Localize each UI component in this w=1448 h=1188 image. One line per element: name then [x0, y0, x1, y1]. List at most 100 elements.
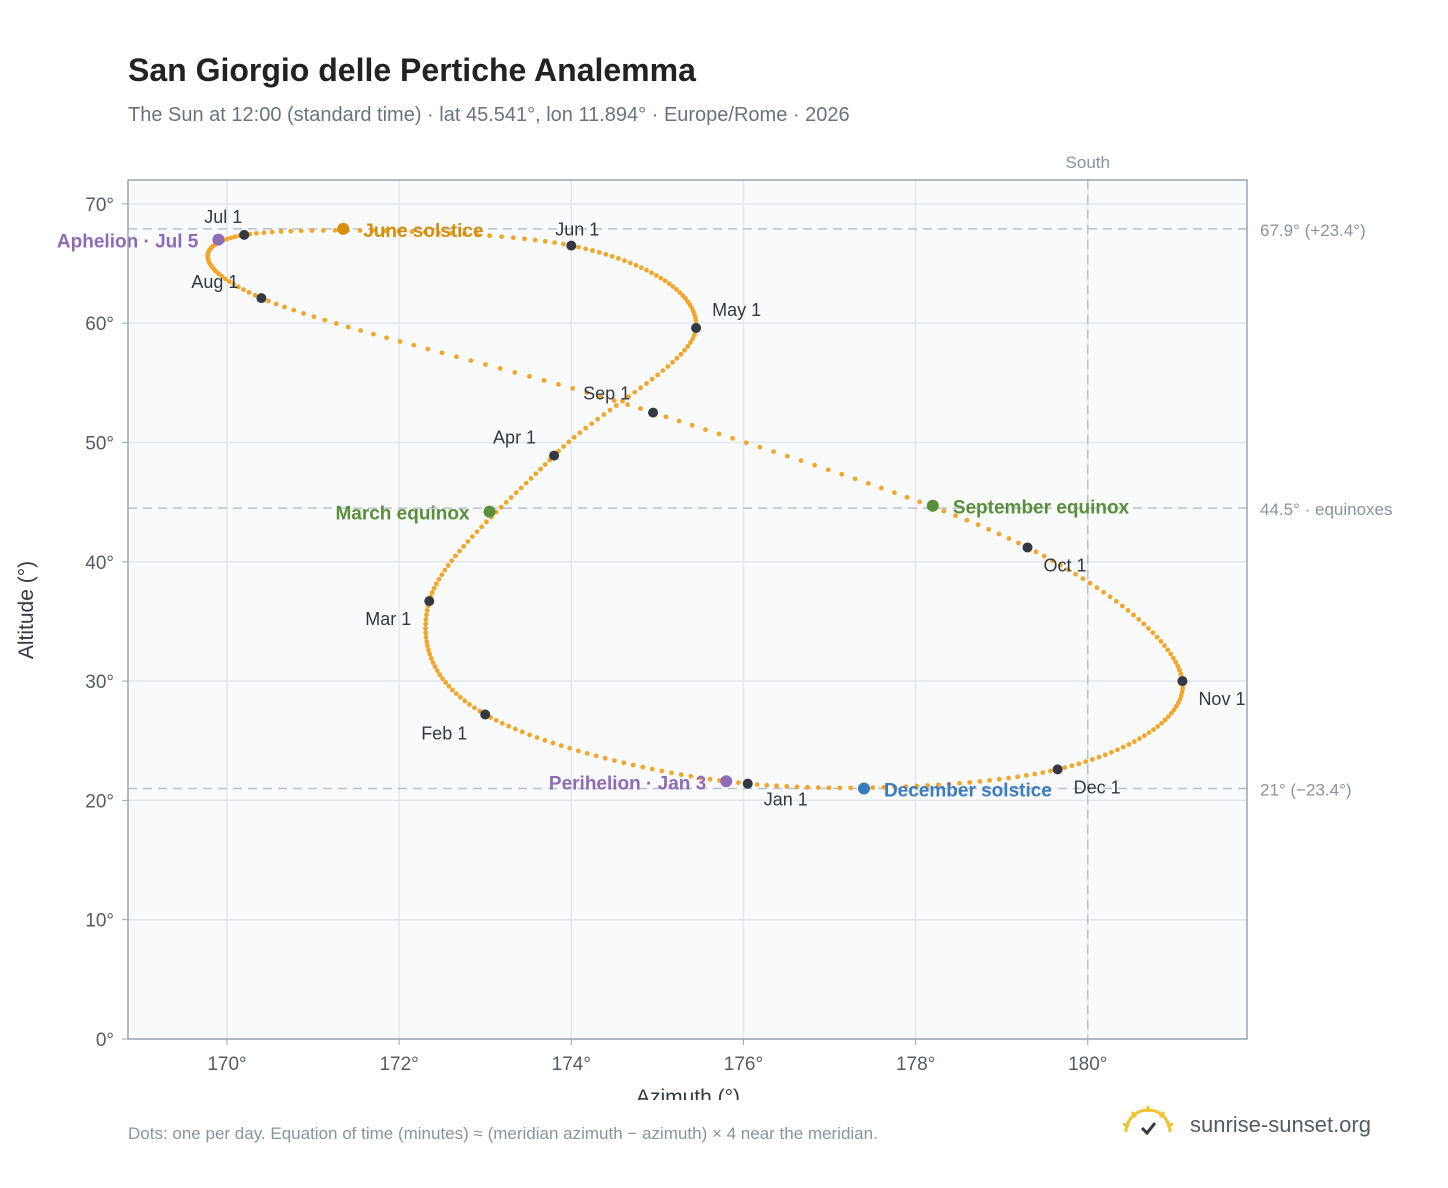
- daily-sun-dot: [254, 230, 259, 236]
- daily-sun-dot: [678, 351, 684, 357]
- daily-sun-dot: [436, 576, 442, 582]
- daily-sun-dot: [560, 241, 566, 247]
- daily-sun-dot: [273, 301, 279, 307]
- daily-sun-dot: [508, 495, 514, 500]
- daily-sun-dot: [519, 729, 525, 735]
- brand-logo[interactable]: sunrise-sunset.org: [1120, 1102, 1420, 1148]
- daily-sun-dot: [764, 782, 770, 788]
- daily-sun-dot: [566, 439, 572, 445]
- daily-sun-dot: [332, 227, 338, 233]
- daily-sun-dot: [865, 481, 871, 486]
- daily-sun-dot: [437, 672, 443, 678]
- daily-sun-dot: [467, 701, 472, 707]
- daily-sun-dot: [458, 694, 463, 700]
- daily-sun-dot: [527, 732, 532, 738]
- daily-sun-dot: [666, 281, 672, 287]
- daily-sun-dot: [1173, 659, 1179, 665]
- daily-sun-dot: [397, 339, 403, 344]
- daily-sun-dot: [1057, 562, 1063, 568]
- daily-sun-dot: [434, 581, 439, 587]
- month-label: Sep 1: [583, 384, 630, 404]
- daily-sun-dot: [498, 504, 504, 510]
- daily-sun-dot: [345, 324, 351, 330]
- daily-sun-dot: [903, 784, 909, 790]
- x-tick-label: 180°: [1068, 1054, 1107, 1075]
- daily-sun-dot: [291, 307, 297, 313]
- analemma-chart: 67.9° (+23.4°) 44.5° · equinoxes 21° (−23.…: [15, 153, 1393, 1100]
- daily-sun-dot: [595, 416, 601, 422]
- daily-sun-dot: [1166, 714, 1171, 720]
- daily-sun-dot: [638, 265, 644, 271]
- daily-sun-dot: [975, 522, 981, 528]
- month-label: Nov 1: [1198, 689, 1245, 709]
- event-label: December solstice: [884, 780, 1052, 801]
- daily-sun-dot: [261, 230, 267, 236]
- daily-sun-dot: [542, 462, 548, 467]
- daily-sun-dot: [370, 228, 376, 233]
- month-marker: [1022, 542, 1033, 553]
- daily-sun-dot: [669, 770, 674, 776]
- daily-sun-dot: [638, 406, 643, 412]
- daily-sun-dot: [914, 783, 920, 789]
- daily-sun-dot: [674, 287, 679, 292]
- daily-sun-dot: [542, 737, 548, 743]
- daily-sun-dot: [1141, 621, 1147, 627]
- daily-sun-dot: [601, 412, 607, 417]
- daily-sun-dot: [445, 563, 451, 568]
- daily-sun-dot: [523, 480, 529, 486]
- daily-sun-dot: [439, 572, 445, 578]
- month-marker: [480, 709, 491, 720]
- daily-sun-dot: [428, 656, 434, 661]
- y-tick-label: 20°: [85, 791, 114, 812]
- daily-sun-dot: [527, 373, 532, 379]
- daily-sun-dot: [439, 350, 445, 356]
- daily-sun-dot: [670, 359, 675, 365]
- daily-sun-dot: [649, 766, 655, 772]
- daily-sun-dot: [1119, 603, 1125, 609]
- daily-sun-dot: [689, 422, 695, 428]
- daily-sun-dot: [333, 321, 339, 326]
- month-label: Feb 1: [421, 723, 467, 743]
- chart-subtitle: The Sun at 12:00 (standard time) · lat 4…: [128, 104, 850, 126]
- daily-sun-dot: [687, 340, 693, 345]
- daily-sun-dot: [784, 784, 790, 789]
- y-tick-label: 70°: [85, 195, 114, 216]
- meridian-label: South: [1066, 153, 1110, 172]
- daily-sun-dot: [461, 543, 467, 549]
- daily-sun-dot: [743, 440, 749, 446]
- daily-sun-dot: [499, 720, 505, 726]
- daily-sun-dot: [309, 228, 315, 233]
- event-marker: [212, 233, 225, 246]
- x-tick-label: 174°: [552, 1054, 591, 1075]
- daily-sun-dot: [425, 346, 431, 352]
- daily-sun-dot: [653, 272, 659, 278]
- daily-sun-dot: [682, 347, 687, 353]
- event-label: March equinox: [335, 504, 470, 525]
- daily-sun-dot: [429, 590, 435, 596]
- daily-sun-dot: [655, 372, 661, 378]
- daily-sun-dot: [1120, 744, 1126, 750]
- daily-sun-dot: [870, 785, 876, 791]
- month-marker: [424, 596, 435, 607]
- daily-sun-dot: [904, 494, 910, 500]
- daily-sun-dot: [235, 284, 241, 290]
- daily-sun-dot: [812, 462, 818, 468]
- daily-sun-dot: [503, 499, 509, 505]
- daily-sun-dot: [996, 776, 1002, 782]
- sun-logo-icon: [1122, 1106, 1174, 1136]
- daily-sun-dot: [241, 287, 246, 293]
- plot-frame: [127, 179, 1248, 1040]
- daily-sun-dot: [424, 607, 430, 613]
- daily-sun-dot: [468, 358, 474, 363]
- month-label: Mar 1: [365, 609, 411, 629]
- daily-sun-dot: [427, 651, 433, 657]
- daily-sun-dot: [925, 783, 931, 788]
- event-label: June solstice: [363, 221, 483, 242]
- daily-sun-dot: [487, 233, 492, 239]
- daily-sun-dot: [707, 776, 713, 782]
- daily-sun-dot: [1049, 558, 1055, 564]
- daily-sun-dot: [1032, 771, 1038, 777]
- daily-sun-dot: [469, 534, 475, 540]
- month-markers: Jan 1 Feb 1 Mar 1 Apr 1 May 1 Jun 1 Jul 1 Aug 1…: [191, 207, 1245, 810]
- daily-sun-dot: [1146, 625, 1151, 631]
